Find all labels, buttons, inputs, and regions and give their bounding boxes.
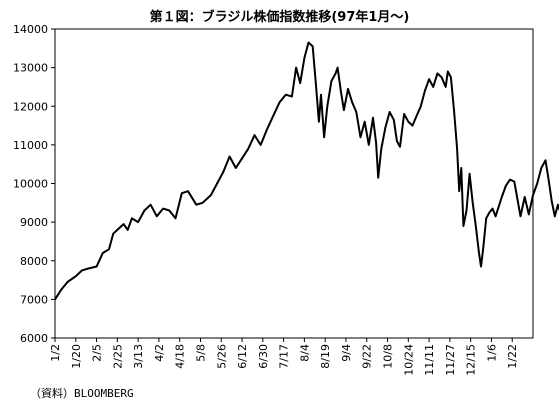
y-axis: 6000 7000 8000 9000 10000 11000 12000 13000 1400… bbox=[13, 23, 55, 345]
series-line bbox=[54, 41, 559, 300]
y-tick-label: 11000 bbox=[13, 139, 48, 152]
x-tick-label: 1/22 bbox=[506, 344, 519, 369]
x-tick-label: 7/17 bbox=[278, 344, 291, 369]
y-tick-label: 13000 bbox=[13, 62, 48, 75]
x-tick-label: 1/20 bbox=[70, 344, 83, 369]
x-tick-label: 9/22 bbox=[361, 344, 374, 369]
source-note: （資料）BLOOMBERG bbox=[30, 387, 134, 400]
y-tick-label: 8000 bbox=[20, 255, 48, 268]
y-tick-label: 6000 bbox=[20, 332, 48, 345]
x-tick-label: 5/8 bbox=[194, 344, 207, 362]
y-tick-label: 10000 bbox=[13, 178, 48, 191]
y-tick-label: 14000 bbox=[13, 23, 48, 36]
x-tick-label: 4/18 bbox=[174, 344, 187, 369]
x-tick-label: 4/2 bbox=[153, 344, 166, 362]
x-tick-label: 6/12 bbox=[236, 344, 249, 369]
x-tick-label: 11/27 bbox=[444, 344, 457, 376]
x-tick-label: 8/4 bbox=[298, 344, 311, 362]
x-tick-label: 1/6 bbox=[485, 344, 498, 362]
x-tick-label: 5/26 bbox=[215, 344, 228, 369]
y-tick-label: 9000 bbox=[20, 216, 48, 229]
x-tick-label: 9/4 bbox=[340, 344, 353, 362]
series-layer bbox=[54, 41, 559, 300]
x-tick-label: 8/19 bbox=[319, 344, 332, 369]
x-tick-label: 11/11 bbox=[423, 344, 436, 376]
x-tick-label: 12/15 bbox=[465, 344, 478, 376]
chart-title: 第１図：ブラジル株価指数推移(97年1月〜) bbox=[149, 10, 410, 25]
y-tick-label: 12000 bbox=[13, 100, 48, 113]
x-tick-label: 10/24 bbox=[402, 344, 415, 376]
x-tick-label: 2/25 bbox=[111, 344, 124, 369]
x-tick-label: 2/5 bbox=[91, 344, 104, 362]
x-tick-label: 10/8 bbox=[382, 344, 395, 369]
x-axis: 1/2 1/20 2/5 2/25 3/13 4/2 4/18 5/8 5/26 6/12 6/30… bbox=[49, 338, 519, 376]
x-tick-label: 3/13 bbox=[132, 344, 145, 369]
x-tick-label: 6/30 bbox=[257, 344, 270, 369]
y-tick-label: 7000 bbox=[20, 293, 48, 306]
x-tick-label: 1/2 bbox=[49, 344, 62, 362]
